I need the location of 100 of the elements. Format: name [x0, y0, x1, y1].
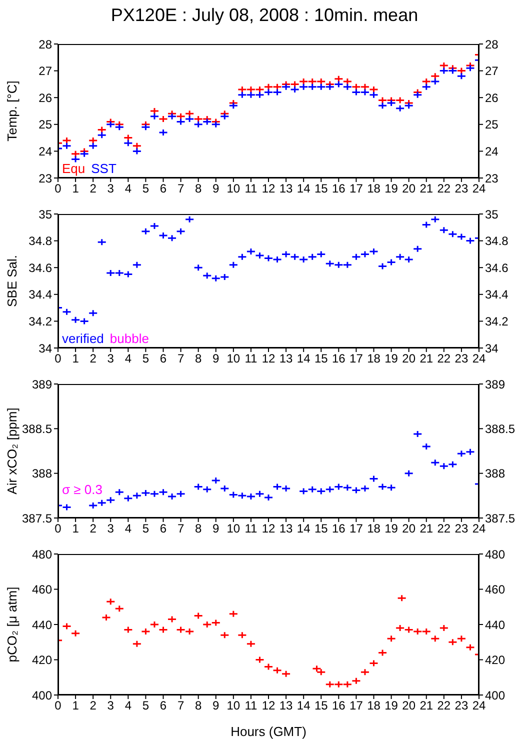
- x-tick-label: 3: [107, 352, 114, 366]
- y2-tick-label: 480: [485, 547, 506, 562]
- x-tick-label: 6: [160, 698, 167, 713]
- x-tick-label: 17: [350, 352, 364, 366]
- x-tick-label: 22: [437, 352, 451, 366]
- y-tick-label: 420: [32, 653, 52, 668]
- y2-tick-label: 23: [485, 171, 499, 186]
- x-tick-label: 5: [142, 352, 150, 366]
- y-tick-label: 460: [32, 582, 52, 597]
- x-tick-label: 19: [384, 522, 398, 536]
- y-tick-label: 440: [32, 618, 52, 632]
- x-tick-label: 16: [332, 522, 346, 536]
- y-tick-label: 388.5: [22, 422, 52, 436]
- x-tick-label: 13: [279, 522, 294, 536]
- x-tick-label: 5: [142, 698, 150, 713]
- x-tick-label: 22: [437, 698, 451, 713]
- x-tick-label: 12: [262, 698, 276, 713]
- x-tick-label: 13: [279, 182, 294, 196]
- x-tick-label: 14: [296, 352, 311, 366]
- x-tick-label: 8: [194, 352, 202, 366]
- x-tick-label: 20: [402, 522, 416, 536]
- y-tick-label: 34: [38, 341, 52, 356]
- y-tick-label: 400: [32, 688, 52, 702]
- x-tick-label: 1: [72, 352, 80, 366]
- x-tick-label: 14: [296, 182, 311, 196]
- series-label: Equ: [62, 161, 86, 176]
- x-tick-label: 1: [72, 522, 80, 536]
- x-tick-label: 3: [107, 182, 114, 196]
- x-tick-label: 2: [90, 182, 97, 196]
- x-tick-label: 15: [314, 522, 328, 536]
- y2-tick-label: 35: [485, 207, 499, 222]
- x-tick-label: 24: [472, 698, 486, 713]
- x-tick-label: 4: [124, 698, 132, 713]
- y-tick-label: 388: [32, 466, 52, 481]
- x-tick-label: 5: [142, 522, 150, 536]
- x-tick-label: 20: [402, 352, 416, 366]
- x-tick-label: 4: [124, 182, 132, 196]
- y-tick-label: 34.4: [28, 288, 52, 302]
- x-tick-label: 2: [90, 698, 97, 713]
- x-tick-label: 9: [212, 522, 220, 536]
- x-tick-label: 7: [177, 352, 184, 366]
- x-tick-label: 16: [332, 698, 346, 713]
- x-tick-label: 1: [72, 182, 80, 196]
- x-tick-label: 15: [314, 698, 328, 713]
- x-tick-label: 9: [212, 698, 220, 713]
- y-tick-label: 34.8: [28, 234, 52, 248]
- x-tick-label: 13: [279, 352, 294, 366]
- y2-tick-label: 420: [485, 653, 506, 668]
- x-tick-label: 23: [454, 352, 468, 366]
- y-axis-title: Temp. [°C]: [4, 80, 20, 142]
- x-tick-label: 15: [314, 182, 328, 196]
- x-tick-label: 11: [244, 352, 258, 366]
- x-tick-label: 18: [367, 522, 381, 536]
- x-tick-label: 19: [384, 182, 398, 196]
- x-tick-label: 3: [107, 522, 114, 536]
- x-tick-label: 18: [367, 182, 381, 196]
- x-tick-label: 1: [72, 698, 80, 713]
- x-tick-label: 0: [54, 182, 62, 196]
- x-tick-label: 22: [437, 182, 451, 196]
- y2-tick-label: 34.6: [485, 260, 509, 275]
- x-tick-label: 0: [54, 352, 62, 366]
- y2-tick-label: 400: [485, 688, 506, 702]
- y2-tick-label: 34: [485, 341, 499, 356]
- y-tick-label: 24: [38, 144, 52, 158]
- y-axis-title: pCO₂ [μ atm]: [4, 586, 20, 662]
- y-tick-label: 25: [38, 118, 52, 132]
- y-tick-label: 387.5: [22, 511, 52, 526]
- chart-title: PX120E : July 08, 2008 : 10min. mean: [110, 4, 420, 27]
- x-tick-label: 14: [296, 698, 311, 713]
- x-tick-label: 18: [367, 698, 381, 713]
- x-tick-label: 21: [420, 352, 434, 366]
- x-tick-label: 20: [402, 182, 416, 196]
- x-tick-label: 11: [244, 182, 258, 196]
- x-tick-label: 23: [454, 522, 468, 536]
- x-tick-label: 8: [194, 182, 202, 196]
- x-tick-label: 24: [472, 182, 486, 196]
- y-tick-label: 480: [32, 547, 52, 562]
- y2-tick-label: 440: [485, 618, 506, 632]
- x-tick-label: 8: [194, 522, 202, 536]
- x-tick-label: 22: [437, 522, 451, 536]
- y-tick-label: 27: [38, 64, 52, 78]
- series-label: SST: [91, 161, 116, 176]
- y2-tick-label: 34.4: [485, 288, 509, 302]
- x-tick-label: 18: [367, 352, 381, 366]
- x-tick-label: 13: [279, 698, 294, 713]
- x-tick-label: 10: [226, 352, 240, 366]
- x-tick-label: 15: [314, 352, 328, 366]
- x-tick-label: 21: [420, 182, 434, 196]
- x-tick-label: 11: [244, 698, 258, 713]
- x-tick-label: 24: [472, 352, 486, 366]
- x-tick-label: 2: [90, 522, 97, 536]
- x-tick-label: 23: [454, 182, 468, 196]
- annotation: σ ≥ 0.3: [62, 482, 102, 497]
- x-tick-label: 0: [54, 522, 62, 536]
- x-tick-label: 7: [177, 698, 184, 713]
- y2-tick-label: 388: [485, 466, 506, 481]
- x-tick-label: 21: [420, 698, 434, 713]
- y2-tick-label: 460: [485, 582, 506, 597]
- x-tick-label: 17: [350, 698, 364, 713]
- y-tick-label: 23: [38, 171, 52, 186]
